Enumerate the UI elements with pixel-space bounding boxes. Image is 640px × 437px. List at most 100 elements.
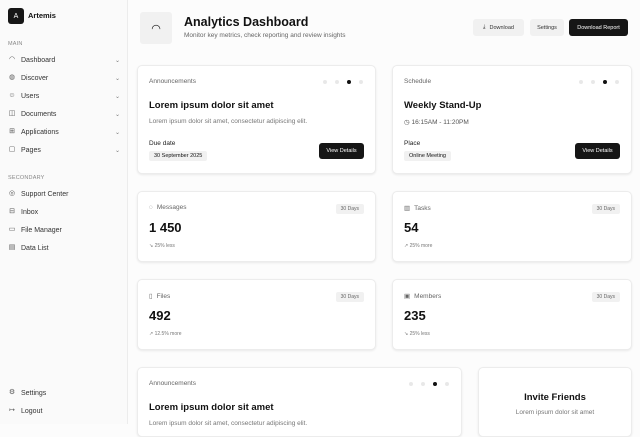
sidebar-item-documents[interactable]: ◫ Documents ⌄ [8,107,120,121]
stat-label: Members [414,293,442,300]
place-value: Online Meeting [404,151,451,161]
card-label: Announcements [149,380,196,387]
invite-desc: Lorem ipsum dolor sit amet [515,409,595,416]
inbox-icon: ⊟ [9,208,15,215]
logo: A [8,8,24,24]
id-badge-icon: ▣ [404,293,411,300]
stat-value: 1 450 [149,220,182,235]
chevron-down-icon[interactable]: ⌄ [114,57,120,64]
sidebar-item-label: Settings [21,389,47,397]
sidebar-item-logout[interactable]: ↦ Logout [8,404,120,418]
period-badge[interactable]: 30 Days [591,292,620,302]
sidebar-item-label: Pages [21,146,41,154]
page-title: Analytics Dashboard [184,15,309,29]
gauge-icon: ◠ [140,12,172,44]
stat-value: 235 [404,308,426,323]
grid-icon: ⊞ [9,128,15,135]
sidebar-item-label: Applications [21,128,59,136]
section-secondary-label: SECONDARY [8,175,45,181]
briefcase-icon: ▥ [404,205,411,212]
carousel-dots[interactable] [323,80,363,84]
stat-trend: 25% less [154,243,175,249]
schedule-time: 16:15AM - 11:20PM [411,119,469,126]
gear-icon: ⚙ [8,389,16,396]
logout-icon: ↦ [9,407,15,414]
message-icon: ◌ [149,204,153,211]
sidebar: A Artemis MAIN SECONDARY ◠ Dashboard ⌄ ◍ Dis… [0,0,128,424]
sidebar-item-data-list[interactable]: ▤ Data List [8,241,120,255]
card-title: Lorem ipsum dolor sit amet [149,100,274,111]
due-date-value: 30 September 2025 [149,151,208,161]
trending-down-icon: ↘ [404,331,410,337]
stat-value: 54 [404,220,419,235]
sidebar-item-label: Documents [21,110,57,118]
due-date-label: Due date [149,140,176,147]
sidebar-item-file-manager[interactable]: ▭ File Manager [8,223,120,237]
clock-icon: ◷ [404,119,412,126]
support-icon: ◎ [8,190,16,197]
trending-up-icon: ↗ [404,243,410,249]
carousel-dots[interactable] [579,80,619,84]
stat-card-tasks: ▥ Tasks 30 Days 54 ↗ 25% more [392,191,632,262]
download-icon: ⤓ [483,24,486,30]
sidebar-item-label: Data List [21,244,49,252]
stat-card-messages: ◌ Messages 30 Days 1 450 ↘ 25% less [137,191,376,262]
invite-friends-card: Invite Friends Lorem ipsum dolor sit ame… [478,367,632,437]
page-subtitle: Monitor key metrics, check reporting and… [184,32,346,39]
sidebar-item-label: Discover [21,74,49,82]
sidebar-item-label: Logout [21,407,43,415]
card-label: Announcements [149,78,196,85]
stat-value: 492 [149,308,171,323]
view-details-button[interactable]: View Details [319,143,364,159]
period-badge[interactable]: 30 Days [335,292,364,302]
stat-trend: 25% more [409,243,433,249]
period-badge[interactable]: 30 Days [591,204,620,214]
stat-card-members: ▣ Members 30 Days 235 ↘ 25% less [392,279,632,350]
settings-button[interactable]: Settings [530,19,564,36]
folder-icon: ▭ [8,226,16,233]
period-badge[interactable]: 30 Days [335,204,364,214]
chevron-down-icon[interactable]: ⌄ [114,111,120,118]
stat-label: Files [156,293,171,300]
sidebar-item-label: Users [21,92,40,100]
sidebar-item-settings[interactable]: ⚙ Settings [8,386,120,400]
stat-trend: 12.5% more [154,331,182,337]
gauge-icon: ◠ [8,56,16,63]
section-main-label: MAIN [8,41,23,47]
trending-up-icon: ↗ [149,331,155,337]
card-desc: Lorem ipsum dolor sit amet, consectetur … [149,118,308,125]
place-label: Place [404,140,421,147]
stat-label: Tasks [414,205,431,212]
sidebar-item-label: File Manager [21,226,62,234]
download-report-button[interactable]: Download Report [569,19,628,36]
announcements-card: Announcements Lorem ipsum dolor sit amet… [137,65,376,174]
sidebar-item-label: Inbox [21,208,39,216]
sidebar-item-support-center[interactable]: ◎ Support Center [8,187,120,201]
invite-title: Invite Friends [524,392,586,403]
download-button[interactable]: ⤓ Download [473,19,524,36]
globe-icon: ◍ [8,74,16,81]
chevron-down-icon[interactable]: ⌄ [114,147,120,154]
sidebar-item-applications[interactable]: ⊞ Applications ⌄ [8,125,120,139]
sidebar-item-pages[interactable]: ▢ Pages ⌄ [8,143,120,157]
list-icon: ▤ [8,244,16,251]
chevron-down-icon[interactable]: ⌄ [114,93,120,100]
carousel-dots[interactable] [409,382,449,386]
stat-card-files: ▯ Files 30 Days 492 ↗ 12.5% more [137,279,376,350]
sidebar-item-dashboard[interactable]: ◠ Dashboard ⌄ [8,53,120,67]
sidebar-item-inbox[interactable]: ⊟ Inbox [8,205,120,219]
stat-label: Messages [156,204,187,211]
sidebar-item-discover[interactable]: ◍ Discover ⌄ [8,71,120,85]
trending-down-icon: ↘ [149,243,155,249]
sidebar-item-users[interactable]: ☺ Users ⌄ [8,89,120,103]
sidebar-item-label: Support Center [21,190,69,198]
stat-trend: 25% less [409,331,430,337]
chevron-down-icon[interactable]: ⌄ [114,129,120,136]
announcements-card-2: Announcements Lorem ipsum dolor sit amet… [137,367,462,437]
file-icon: ▯ [149,293,153,300]
brand-name: Artemis [28,11,56,20]
chevron-down-icon[interactable]: ⌄ [114,75,120,82]
card-title: Weekly Stand-Up [404,100,482,111]
view-details-button[interactable]: View Details [575,143,620,159]
page-icon: ▢ [8,146,16,153]
